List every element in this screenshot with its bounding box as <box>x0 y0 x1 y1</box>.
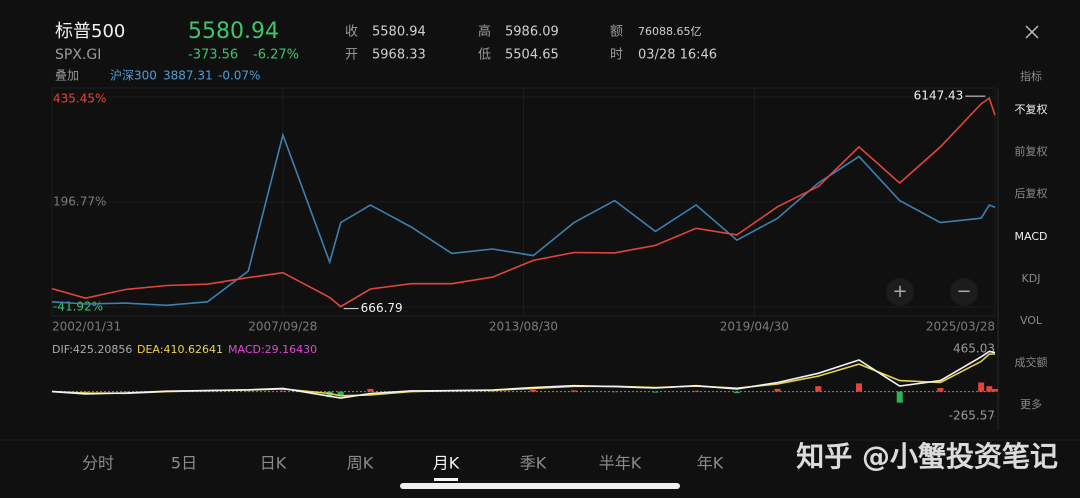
stat-label: 额 <box>610 25 623 40</box>
stat-value: 5968.33 <box>372 48 426 63</box>
macd-bar <box>367 388 374 392</box>
tab[interactable]: 月K <box>433 454 460 473</box>
close-button[interactable] <box>1025 25 1039 39</box>
tab[interactable]: 分时 <box>82 454 114 473</box>
menu-item[interactable]: KDJ <box>1022 272 1041 285</box>
annotation-low: 666.79 <box>361 301 403 315</box>
price: 5580.94 <box>188 19 279 44</box>
y-tick-label: -265.57 <box>949 409 995 423</box>
macd-bar <box>652 391 659 393</box>
tab[interactable]: 5日 <box>171 454 197 473</box>
stat-label: 低 <box>478 48 491 63</box>
stat-label: 高 <box>478 24 491 40</box>
change: -373.56 <box>188 48 238 63</box>
overlay-price: 3887.31 <box>163 69 213 83</box>
menu-item[interactable]: 指标 <box>1020 69 1042 83</box>
stock-name: 标普500 <box>55 21 125 42</box>
stat-label: 时 <box>610 48 623 63</box>
tab[interactable]: 季K <box>520 454 547 473</box>
macd-bar <box>489 391 496 392</box>
stat-value: 5580.94 <box>372 25 426 40</box>
macd-bar <box>986 386 993 392</box>
y-tick-label: 196.77% <box>53 194 106 208</box>
price-line <box>51 96 996 308</box>
macd-bar <box>978 382 985 392</box>
dif-line <box>51 350 996 399</box>
macd-legend: DIF:425.20856 <box>52 343 132 356</box>
tab[interactable]: 年K <box>697 454 724 473</box>
macd-legend: MACD:29.16430 <box>228 343 317 356</box>
menu-item[interactable]: 更多 <box>1020 397 1042 411</box>
tab[interactable]: 周K <box>347 454 374 473</box>
overlay-label: 叠加 <box>55 69 79 83</box>
zoom-in[interactable] <box>886 278 914 306</box>
tab[interactable]: 日K <box>260 454 287 473</box>
zoom-in-icon: + <box>892 281 907 302</box>
macd-bar <box>279 390 286 392</box>
macd-bar <box>733 391 740 394</box>
menu-item[interactable]: 前复权 <box>1015 144 1048 158</box>
stat-label: 收 <box>345 25 358 40</box>
y-tick-label: 465.03 <box>953 342 995 356</box>
x-tick-label: 2007/09/28 <box>248 320 317 334</box>
zoom-out-icon: − <box>956 281 971 302</box>
watermark: 知乎 @小蟹投资笔记 <box>796 440 1058 473</box>
tab-underline <box>434 478 458 481</box>
stat-value: 03/28 16:46 <box>638 48 717 63</box>
macd-bar <box>815 386 822 392</box>
macd-bar <box>530 389 537 392</box>
price-line <box>51 132 996 307</box>
stat-label: 开 <box>345 48 358 63</box>
macd-bar <box>326 391 333 398</box>
x-tick-label: 2013/08/30 <box>489 320 558 334</box>
menu-item[interactable]: VOL <box>1020 314 1043 327</box>
y-tick-label: 435.45% <box>53 92 106 106</box>
x-tick-label: 2002/01/31 <box>52 320 121 334</box>
macd-bar <box>693 390 700 392</box>
macd-bar <box>611 391 618 393</box>
stat-value: 76088.65亿 <box>638 25 702 38</box>
stat-value: 5504.65 <box>505 48 559 63</box>
macd-bar <box>337 391 344 397</box>
macd-bar <box>774 388 781 392</box>
stock-code: SPX.GI <box>55 47 101 63</box>
annotation-high: 6147.43 <box>914 89 964 103</box>
overlay-name: 沪深300 <box>110 69 157 83</box>
x-tick-label: 2019/04/30 <box>720 320 789 334</box>
menu-item[interactable]: MACD <box>1015 230 1048 243</box>
home-indicator <box>400 483 680 489</box>
x-tick-label: 2025/03/28 <box>926 320 995 334</box>
zoom-out[interactable] <box>950 278 978 306</box>
overlay-change: -0.07% <box>218 69 260 83</box>
macd-bar <box>570 390 577 392</box>
macd-bar <box>123 391 130 392</box>
menu-item[interactable]: 不复权 <box>1015 102 1048 116</box>
menu-item[interactable]: 后复权 <box>1015 186 1048 200</box>
tab[interactable]: 半年K <box>599 454 642 473</box>
menu-item[interactable]: 成交额 <box>1015 355 1048 369</box>
macd-bar <box>856 383 863 392</box>
change-pct: -6.27% <box>253 48 299 63</box>
macd-bar <box>896 391 903 403</box>
macd-bar <box>992 388 998 392</box>
macd-bar <box>937 387 944 392</box>
macd-legend: DEA:410.62641 <box>137 343 223 356</box>
stat-value: 5986.09 <box>505 25 559 40</box>
